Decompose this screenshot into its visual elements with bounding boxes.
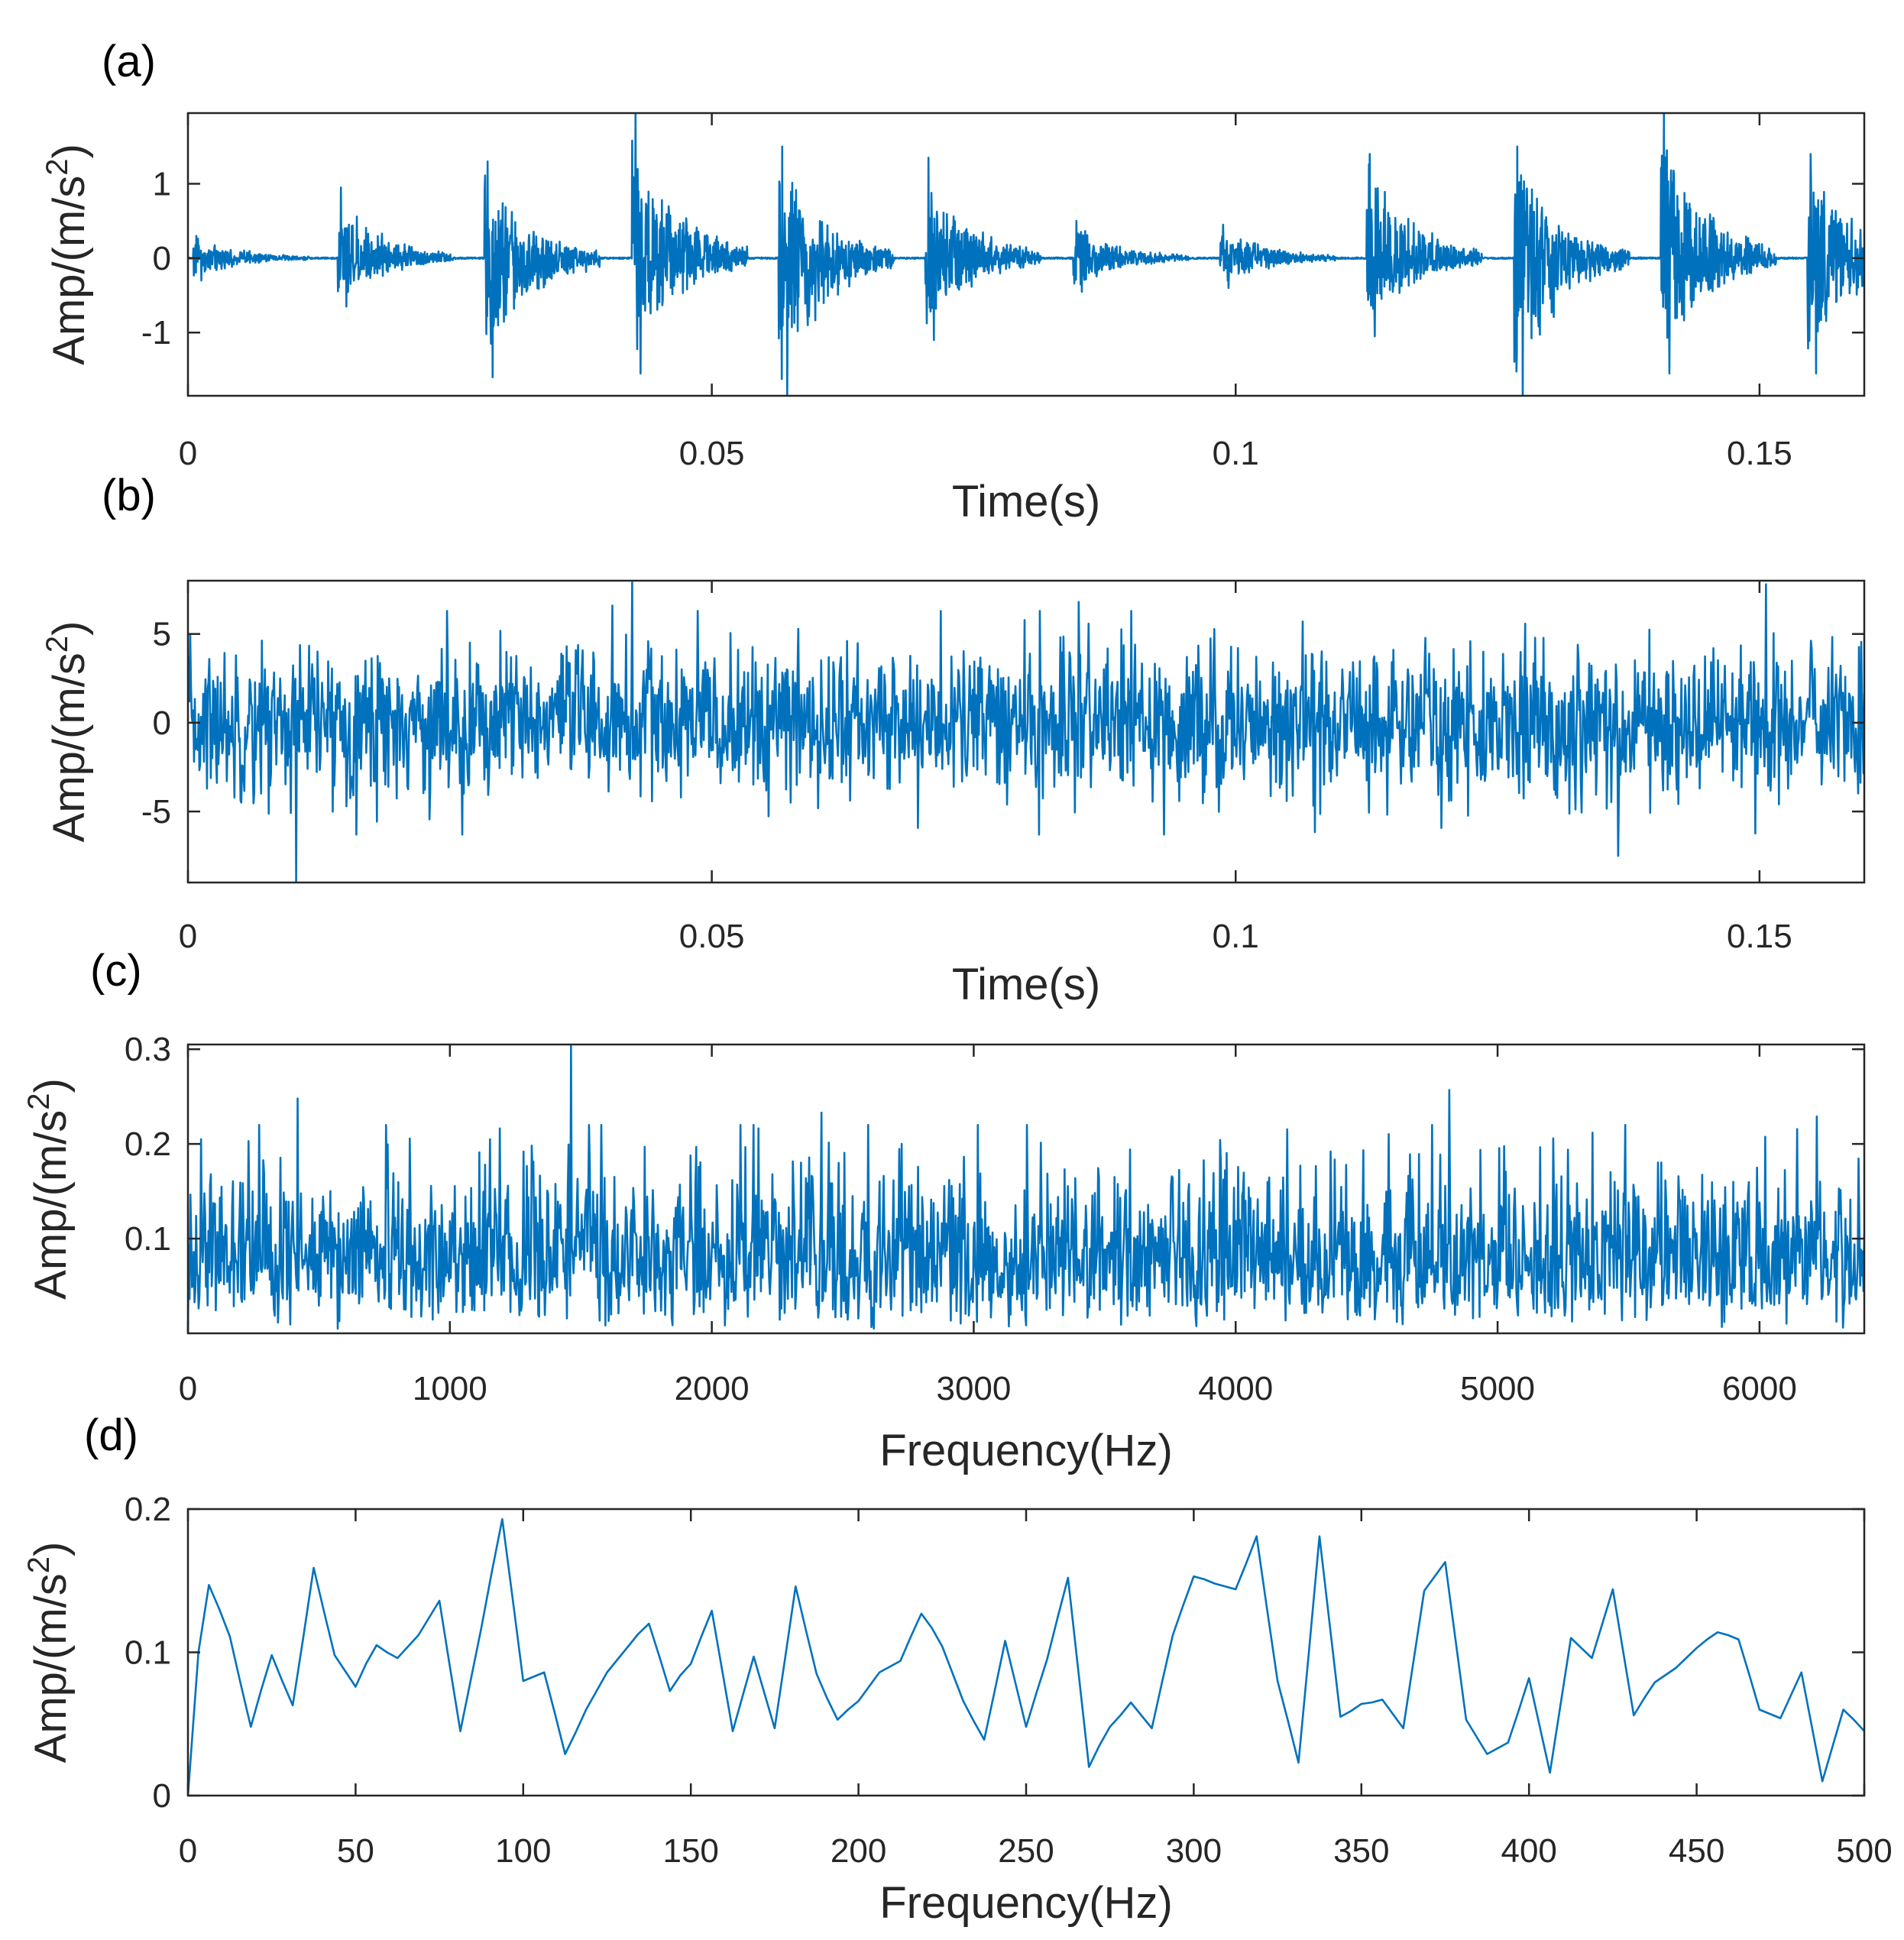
y-axis-label-superscript: 2 xyxy=(40,636,74,653)
x-axis-label: Time(s) xyxy=(952,960,1100,1009)
y-axis-label: Amp/(m/s2) xyxy=(40,621,94,843)
y-axis-label-superscript: 2 xyxy=(40,158,74,175)
x-axis-label: Time(s) xyxy=(952,477,1100,526)
x-tick-label: 400 xyxy=(1501,1832,1556,1870)
x-tick-label: 5000 xyxy=(1460,1370,1535,1407)
x-tick-label: 0 xyxy=(179,1832,197,1870)
x-tick-label: 0.1 xyxy=(1213,918,1259,955)
panel-label: (a) xyxy=(102,37,156,86)
axes-frame xyxy=(186,112,1866,397)
x-tick-label: 4000 xyxy=(1198,1370,1273,1407)
series-line xyxy=(188,113,1864,396)
x-tick-label: 0.05 xyxy=(679,918,745,955)
y-tick-label: -5 xyxy=(141,793,171,831)
y-tick-label: 0 xyxy=(153,1777,171,1815)
x-axis-label: Frequency(Hz) xyxy=(879,1426,1173,1475)
x-tick-label: 1000 xyxy=(413,1370,487,1407)
series-line xyxy=(188,581,1864,883)
x-tick-label: 200 xyxy=(831,1832,886,1870)
series-line xyxy=(188,1044,1864,1333)
y-axis-label-close: ) xyxy=(26,1078,76,1093)
x-tick-label: 300 xyxy=(1166,1832,1222,1870)
axes-frame xyxy=(186,579,1866,884)
x-tick-label: 2000 xyxy=(675,1370,750,1407)
y-axis-label-close: ) xyxy=(44,144,94,158)
panel-b: 0 0.05 0.1 0.15 -5 0 5 Time(s) Amp/(m/s2) (b) xyxy=(40,471,1866,1009)
y-tick-label: 0.3 xyxy=(125,1031,171,1068)
y-tick-label: -1 xyxy=(141,314,171,351)
y-tick-label: 1 xyxy=(153,166,171,203)
panel-label: (d) xyxy=(84,1410,138,1460)
y-axis-label-main: Amp/(m/s xyxy=(26,1573,76,1763)
y-tick-label: 0 xyxy=(153,240,171,277)
x-tick-label: 0.15 xyxy=(1727,918,1792,955)
x-tick-label: 0 xyxy=(179,1370,197,1407)
x-tick-label: 6000 xyxy=(1722,1370,1797,1407)
panel-label: (b) xyxy=(102,471,156,520)
panel-c: 0 1000 2000 3000 4000 5000 6000 0.1 0.2 0.3 Freque… xyxy=(22,946,1866,1475)
x-tick-label: 0.15 xyxy=(1727,435,1792,472)
y-axis-label-close: ) xyxy=(44,621,94,636)
y-tick-label: 0.1 xyxy=(125,1220,171,1258)
x-tick-label: 150 xyxy=(662,1832,718,1870)
y-axis-label: Amp/(m/s2) xyxy=(40,144,94,365)
x-tick-label: 0.05 xyxy=(679,435,745,472)
x-tick-label: 0 xyxy=(179,435,197,472)
y-axis-label-main: Amp/(m/s xyxy=(44,653,94,842)
axes-frame xyxy=(186,1508,1866,1797)
y-tick-label: 0.1 xyxy=(125,1634,171,1672)
x-tick-label: 0.1 xyxy=(1213,435,1259,472)
x-tick-label: 100 xyxy=(495,1832,551,1870)
x-tick-label: 0 xyxy=(179,918,197,955)
series-line xyxy=(188,1517,1864,1796)
x-tick-label: 50 xyxy=(337,1832,374,1870)
y-axis-label-superscript: 2 xyxy=(22,1556,56,1573)
x-tick-label: 250 xyxy=(998,1832,1054,1870)
y-tick-label: 5 xyxy=(153,616,171,653)
x-axis-label: Frequency(Hz) xyxy=(879,1878,1173,1928)
y-axis-label-main: Amp/(m/s xyxy=(26,1110,76,1300)
y-tick-label: 0 xyxy=(153,704,171,742)
y-tick-label: 0.2 xyxy=(125,1491,171,1528)
panel-a: 0 0.05 0.1 0.15 -1 0 1 Time(s) Amp/(m/s2) (a) xyxy=(40,37,1866,526)
x-tick-label: 350 xyxy=(1333,1832,1389,1870)
x-tick-label: 500 xyxy=(1836,1832,1892,1870)
y-tick-label: 0.2 xyxy=(125,1125,171,1163)
panel-d: 0 50 100 150 200 250 300 350 400 450 500 0 0.1 0.2 Fre… xyxy=(22,1410,1893,1928)
y-axis-label-superscript: 2 xyxy=(22,1093,56,1109)
y-axis-label: Amp/(m/s2) xyxy=(22,1078,76,1300)
axes-frame xyxy=(186,1043,1866,1335)
y-axis-label-close: ) xyxy=(26,1542,76,1556)
panel-label: (c) xyxy=(90,946,142,996)
x-tick-label: 450 xyxy=(1669,1832,1724,1870)
y-axis-label: Amp/(m/s2) xyxy=(22,1542,76,1763)
y-axis-label-main: Amp/(m/s xyxy=(44,176,94,365)
x-tick-label: 3000 xyxy=(936,1370,1011,1407)
